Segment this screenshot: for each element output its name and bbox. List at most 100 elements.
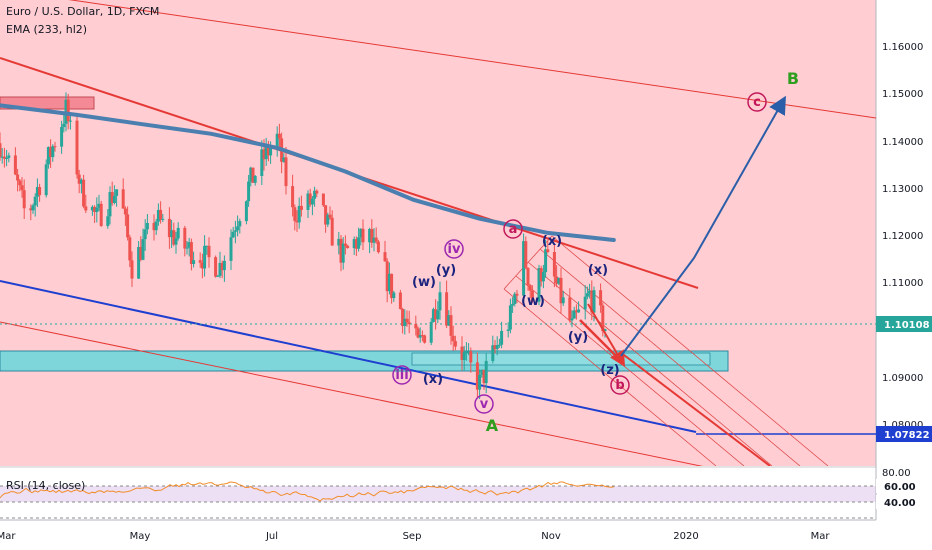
candle-down xyxy=(416,328,420,338)
candle-down xyxy=(284,157,288,187)
rsi-legend[interactable]: RSI (14, close) xyxy=(6,479,86,492)
wave-v-circle xyxy=(474,394,494,414)
candle-up xyxy=(115,189,119,196)
ytick-3: 1.14000 xyxy=(882,137,923,148)
price-axis[interactable] xyxy=(876,0,932,550)
svg-text:1.10108: 1.10108 xyxy=(884,320,930,331)
wave-iii: iii xyxy=(395,368,408,383)
candle-down xyxy=(38,187,42,196)
candle-up xyxy=(341,243,345,263)
candle-down xyxy=(49,147,53,158)
candle-down xyxy=(469,351,473,363)
candle-up xyxy=(583,296,587,310)
candle-down xyxy=(330,217,334,246)
plot-area xyxy=(0,0,876,466)
time-ticks: Mar May Jul Sep Nov 2020 Mar xyxy=(0,531,830,542)
xtick-mar2: Mar xyxy=(811,531,831,542)
candle-up xyxy=(368,228,372,243)
ytick-1: 1.16000 xyxy=(882,42,923,53)
candle-up xyxy=(310,198,314,205)
candle-down xyxy=(321,193,325,206)
candle-down xyxy=(601,305,605,332)
candle-up xyxy=(137,246,141,279)
candle-down xyxy=(315,190,319,194)
candle-down xyxy=(29,208,33,211)
candle-down xyxy=(405,318,409,323)
candle-up xyxy=(218,262,222,276)
candle-up xyxy=(447,315,451,326)
candle-down xyxy=(159,209,163,220)
ema-legend[interactable]: EMA (233, hl2) xyxy=(6,23,88,36)
candle-up xyxy=(143,229,147,240)
candle-up xyxy=(462,351,466,361)
candle-up xyxy=(216,275,220,277)
candle-up xyxy=(5,157,9,159)
candle-up xyxy=(484,360,488,384)
candle-down xyxy=(0,143,2,158)
candle-down xyxy=(207,245,211,258)
candle-up xyxy=(592,290,596,313)
ytick-8: 1.08000 xyxy=(882,420,923,431)
candle-down xyxy=(189,242,193,265)
candle-up xyxy=(33,196,37,206)
candle-up xyxy=(79,179,83,184)
candle-up xyxy=(249,167,253,182)
candle-down xyxy=(130,260,134,279)
candle-down xyxy=(530,290,534,302)
candle-down xyxy=(128,237,132,261)
ytick-7: 1.09000 xyxy=(882,373,923,384)
candle-down xyxy=(2,156,6,159)
resistance-box xyxy=(0,96,95,110)
candle-up xyxy=(68,120,72,122)
candle-up xyxy=(247,181,251,202)
candle-up xyxy=(51,146,55,158)
wave-w1: (w) xyxy=(412,275,436,290)
candle-down xyxy=(370,228,374,243)
candle-down xyxy=(277,133,281,139)
candle-down xyxy=(451,335,455,342)
candle-down xyxy=(308,193,312,205)
wave-c: c xyxy=(753,95,761,110)
wave-c-circle xyxy=(747,92,767,112)
wave-y2: (y) xyxy=(568,330,588,345)
wave-x2: (x) xyxy=(542,234,562,249)
candle-down xyxy=(20,185,24,191)
wave-x1: (x) xyxy=(423,372,443,387)
candle-down xyxy=(18,180,22,186)
blue-projection-arrow xyxy=(620,95,786,357)
candle-down xyxy=(93,206,97,213)
wave-B: B xyxy=(787,69,799,88)
candle-down xyxy=(599,290,603,306)
candle-down xyxy=(568,297,572,321)
top-channel-line xyxy=(68,0,876,119)
candle-down xyxy=(13,155,17,175)
rsi-band xyxy=(0,486,876,502)
candle-up xyxy=(585,293,589,297)
candle-down xyxy=(376,241,380,253)
chart-title[interactable]: Euro / U.S. Dollar, 1D, FXCM xyxy=(6,5,160,18)
red-projection-line xyxy=(619,351,771,466)
candle-down xyxy=(262,149,266,160)
candle-down xyxy=(515,293,519,296)
ytick-4: 1.13000 xyxy=(882,184,923,195)
candle-up xyxy=(236,226,240,231)
candle-up xyxy=(522,241,526,296)
candle-up xyxy=(480,369,484,375)
candle-down xyxy=(99,203,103,226)
candle-up xyxy=(60,127,64,147)
candle-up xyxy=(174,238,178,245)
wave-iii-circle xyxy=(392,365,412,385)
candle-down xyxy=(434,309,438,320)
blue-trendline xyxy=(0,280,697,433)
candle-up xyxy=(577,309,581,313)
rsi-tick-80: 80.00 xyxy=(882,468,911,479)
candle-down xyxy=(590,290,594,313)
time-axis[interactable] xyxy=(0,520,876,550)
candle-down xyxy=(152,223,156,231)
candle-down xyxy=(200,262,204,269)
wave-a-circle xyxy=(503,219,523,239)
candle-down xyxy=(172,230,176,245)
candle-up xyxy=(31,205,35,211)
wave-y1: (y) xyxy=(436,263,456,278)
